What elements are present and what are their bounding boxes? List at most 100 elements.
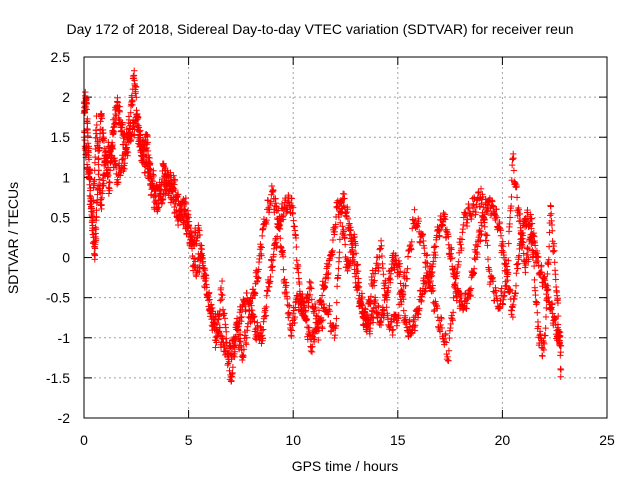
data-point: [307, 279, 315, 287]
data-point: [105, 178, 113, 186]
data-point: [116, 108, 123, 116]
data-point: [212, 344, 219, 351]
data-point: [326, 302, 333, 309]
data-point: [217, 297, 224, 304]
data-point: [81, 109, 89, 117]
data-point: [131, 67, 138, 74]
data-point: [219, 306, 227, 313]
chart-title: Day 172 of 2018, Sidereal Day-to-day VTE…: [66, 21, 573, 37]
data-point: [332, 322, 340, 329]
data-point: [236, 338, 243, 345]
data-point: [98, 115, 106, 122]
data-point: [240, 352, 247, 360]
data-point: [290, 307, 298, 314]
data-point: [182, 194, 190, 202]
data-point: [97, 118, 104, 125]
data-point: [258, 252, 265, 259]
y-tick-label: 2: [62, 89, 70, 105]
data-point: [389, 331, 396, 339]
y-tick-label: -2: [58, 410, 71, 426]
data-point: [240, 346, 248, 353]
data-point: [308, 296, 315, 303]
data-point: [83, 100, 90, 108]
y-tick-label: 2.5: [51, 49, 71, 65]
data-point: [367, 300, 374, 308]
data-point: [379, 264, 387, 272]
data-point: [106, 179, 114, 186]
data-point: [286, 302, 293, 310]
data-point: [255, 274, 262, 281]
data-point: [344, 267, 351, 275]
data-point: [132, 83, 140, 91]
data-point: [92, 235, 100, 242]
y-tick-label: -0.5: [46, 290, 70, 306]
y-tick-label: -1.5: [46, 370, 70, 386]
data-point: [83, 106, 90, 113]
data-point: [378, 242, 385, 249]
data-point: [105, 184, 112, 191]
data-point: [255, 266, 262, 273]
data-point: [106, 187, 113, 194]
data-point: [218, 296, 225, 303]
data-point: [127, 109, 134, 116]
y-tick-label: 0: [62, 250, 70, 266]
data-point: [339, 223, 346, 230]
data-point: [376, 253, 383, 261]
data-point: [336, 254, 343, 261]
data-point: [229, 364, 237, 371]
data-point: [334, 272, 342, 279]
data-point: [243, 334, 250, 341]
data-point: [125, 116, 133, 124]
data-point: [99, 136, 106, 143]
y-tick-label: 1.5: [51, 129, 71, 145]
data-point: [279, 247, 286, 254]
data-point: [306, 278, 313, 286]
data-point: [353, 262, 360, 269]
data-point: [119, 121, 126, 129]
data-point: [82, 88, 89, 96]
data-point: [248, 307, 256, 314]
data-point: [281, 276, 288, 283]
data-point: [382, 279, 389, 287]
data-point: [258, 232, 266, 240]
data-point: [144, 139, 151, 146]
data-point: [273, 207, 281, 215]
data-point: [216, 307, 224, 315]
data-point: [290, 310, 297, 317]
data-point: [84, 132, 92, 140]
x-tick-label: 5: [185, 432, 193, 448]
data-point: [109, 131, 117, 138]
data-point: [333, 299, 340, 306]
data-point: [333, 315, 340, 322]
data-point: [279, 253, 287, 260]
data-point: [218, 277, 226, 285]
x-axis-label: GPS time / hours: [292, 458, 399, 474]
data-point: [247, 318, 254, 326]
data-point: [258, 244, 266, 251]
data-point: [341, 241, 349, 248]
data-point: [270, 187, 277, 194]
data-point: [160, 163, 168, 170]
data-point: [93, 213, 100, 220]
data-point: [100, 137, 108, 144]
data-point: [217, 284, 225, 292]
data-point: [87, 184, 94, 192]
data-point: [375, 264, 382, 271]
data-point: [144, 132, 151, 139]
data-point: [91, 252, 99, 259]
data-point: [389, 326, 397, 333]
data-point: [377, 245, 384, 252]
data-point: [280, 266, 287, 273]
data-point: [367, 293, 375, 300]
data-point: [219, 291, 226, 299]
data-point: [306, 291, 314, 298]
data-point: [118, 120, 125, 128]
data-point: [291, 319, 298, 327]
data-point: [84, 120, 91, 127]
data-point: [92, 225, 100, 233]
data-point: [129, 97, 136, 105]
data-point: [336, 236, 344, 243]
data-point: [257, 243, 264, 250]
